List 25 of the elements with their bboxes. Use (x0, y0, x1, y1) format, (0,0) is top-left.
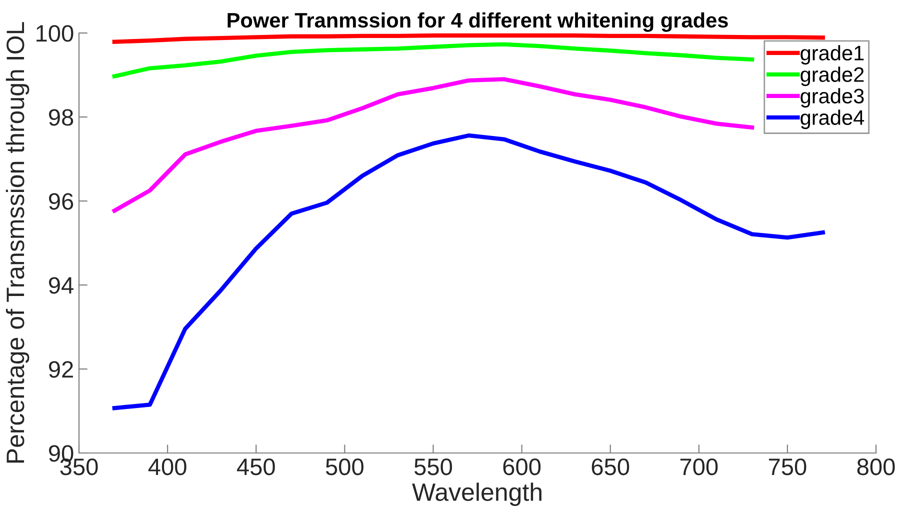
line-series (112, 133, 825, 410)
x-tick-label: 450 (236, 458, 275, 476)
legend-label: grade4 (800, 110, 864, 130)
y-tick-label: 94 (48, 277, 74, 294)
x-tick-label: 750 (768, 458, 806, 476)
chart-title: Power Tranmssion for 4 different whitening grades (228, 12, 728, 32)
y-tick-label: 96 (48, 193, 74, 210)
x-tick-label: 600 (503, 458, 541, 476)
legend-label: grade3 (800, 88, 864, 108)
x-tick-label: 800 (857, 458, 895, 476)
x-tick-label: 650 (592, 458, 630, 476)
y-tick-label: 92 (48, 361, 73, 378)
legend-label: grade2 (800, 66, 864, 86)
y-tick-label: 98 (48, 109, 74, 126)
y-tick-label: 100 (36, 25, 74, 42)
x-tick-label: 500 (326, 458, 364, 476)
x-tick-label: 400 (148, 458, 186, 476)
line-series (112, 33, 825, 44)
x-tick-label: 550 (414, 458, 452, 476)
line-series (112, 77, 754, 213)
x-tick-label: 700 (680, 458, 718, 476)
y-axis-title: Percentage of Transmssion through IOL (6, 22, 30, 463)
line-series (112, 42, 754, 78)
x-axis-title: Wavelength (412, 482, 542, 506)
legend-label: grade1 (800, 45, 864, 65)
